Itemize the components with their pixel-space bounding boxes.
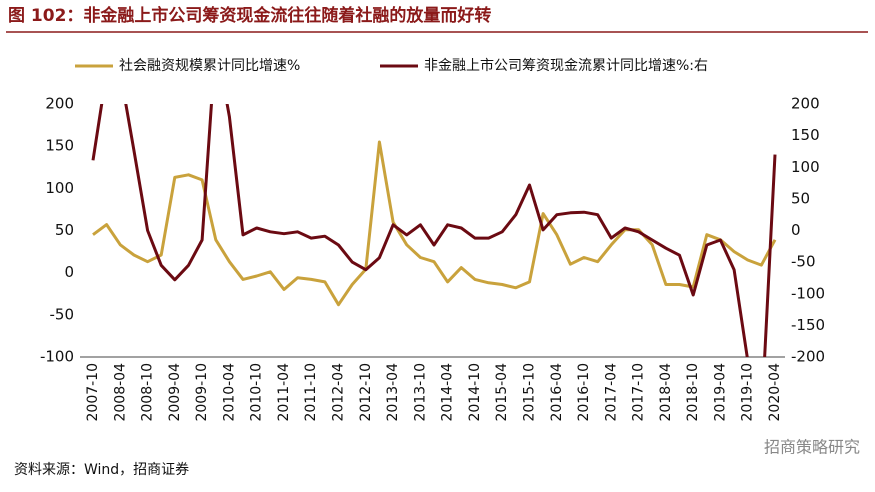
x-tick-label: 2007-10 <box>85 363 101 422</box>
y2-tick-label: 100 <box>791 158 820 176</box>
y2-tick-label: -100 <box>791 284 825 302</box>
x-tick-label: 2018-10 <box>685 363 701 422</box>
x-tick-label: 2019-10 <box>740 363 756 422</box>
x-tick-label: 2016-04 <box>549 363 565 422</box>
y-tick-label: 200 <box>45 95 74 113</box>
legend-label: 非金融上市公司筹资现金流累计同比增速%:右 <box>424 57 708 74</box>
x-tick-label: 2008-04 <box>112 363 128 422</box>
x-tick-label: 2008-10 <box>140 363 156 422</box>
x-tick-label: 2011-04 <box>276 363 292 422</box>
x-tick-label: 2010-10 <box>249 363 265 422</box>
y-tick-label: 0 <box>64 263 74 281</box>
y2-tick-label: 200 <box>791 95 820 113</box>
x-tick-label: 2009-04 <box>167 363 183 422</box>
y2-tick-label: -50 <box>791 253 816 271</box>
x-tick-label: 2011-10 <box>303 363 319 422</box>
y-tick-label: -50 <box>50 305 75 323</box>
x-tick-label: 2015-10 <box>521 363 537 422</box>
x-tick-label: 2014-10 <box>467 363 483 422</box>
y-tick-label: 100 <box>45 179 74 197</box>
x-tick-label: 2016-10 <box>576 363 592 422</box>
chart-title: 图 102：非金融上市公司筹资现金流往往随着社融的放量而好转 <box>8 5 491 26</box>
x-tick-label: 2012-10 <box>358 363 374 422</box>
series-line <box>92 140 777 307</box>
x-tick-label: 2013-04 <box>385 363 401 422</box>
x-tick-label: 2015-04 <box>494 363 510 422</box>
x-tick-label: 2017-10 <box>631 363 647 422</box>
y2-tick-label: 50 <box>791 189 810 207</box>
x-tick-label: 2018-04 <box>658 363 674 422</box>
legend-label: 社会融资规模累计同比增速% <box>119 58 300 74</box>
series-line <box>91 104 777 357</box>
source-note: 资料来源：Wind，招商证券 <box>14 462 189 478</box>
y-tick-label: 50 <box>55 221 74 239</box>
y2-tick-label: -150 <box>791 316 825 334</box>
plot-area <box>91 104 777 357</box>
x-tick-label: 2013-10 <box>412 363 428 422</box>
y2-tick-label: -200 <box>791 348 825 366</box>
x-tick-label: 2017-04 <box>603 363 619 422</box>
watermark: 招商策略研究 <box>764 438 860 457</box>
x-tick-label: 2009-10 <box>194 363 210 422</box>
y-tick-label: 150 <box>45 137 74 155</box>
x-tick-label: 2012-04 <box>331 363 347 422</box>
x-tick-label: 2019-04 <box>712 363 728 422</box>
x-tick-label: 2014-04 <box>440 363 456 422</box>
y-tick-label: -100 <box>40 348 74 366</box>
y2-tick-label: 0 <box>791 221 801 239</box>
x-tick-label: 2020-04 <box>767 363 783 422</box>
y2-tick-label: 150 <box>791 126 820 144</box>
x-tick-label: 2010-04 <box>221 363 237 422</box>
